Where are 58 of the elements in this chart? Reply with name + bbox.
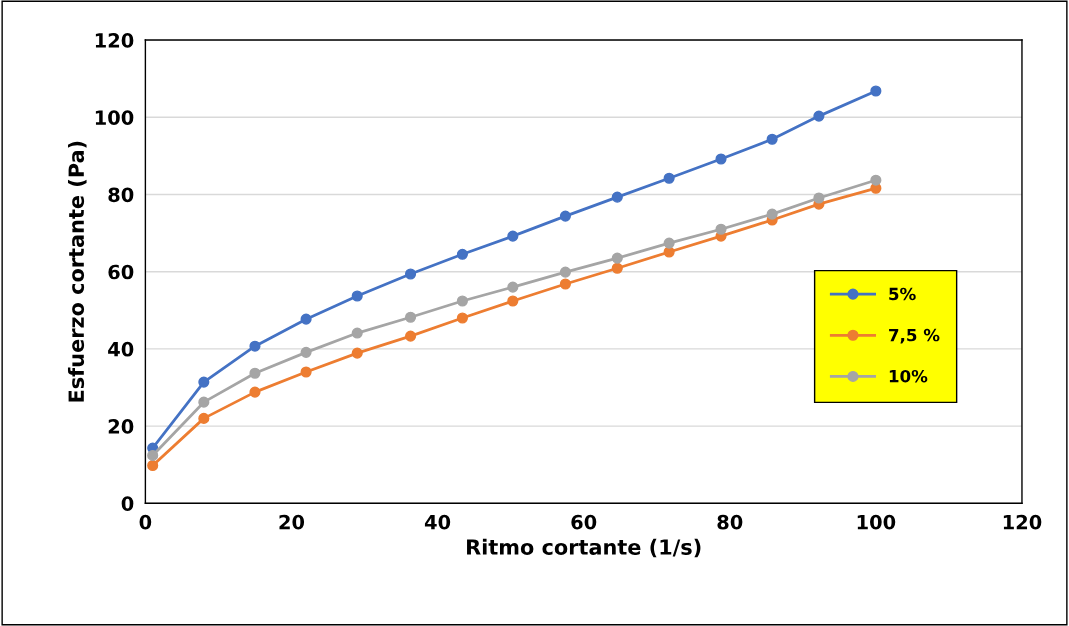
legend-label: 10% [889,369,928,383]
x-tick-label: 80 [717,514,743,530]
point [456,295,468,307]
point [249,386,261,398]
point [147,449,159,461]
point [870,85,882,97]
y-tick-label: 40 [108,341,134,357]
point [611,252,623,264]
x-tick-label: 40 [424,514,451,530]
point [813,110,825,122]
point [300,346,312,358]
y-tick-label: 80 [108,187,134,203]
point [456,248,468,260]
y-tick-label: 120 [95,33,134,48]
point [559,266,571,278]
x-tick-label: 0 [139,514,152,530]
x-tick-label: 120 [1003,514,1042,530]
point [507,295,519,307]
point [559,278,571,290]
point [611,191,623,203]
point [663,172,675,184]
point [404,330,417,342]
legend-label: 7,5 % [889,328,940,344]
point [300,313,312,325]
point [198,376,210,388]
point [351,327,363,339]
point [198,396,210,408]
y-tick-label: 20 [108,419,134,434]
point [249,340,261,352]
point [766,208,778,220]
point [813,192,825,204]
point [663,237,675,249]
point [198,412,210,424]
point [715,153,727,165]
point [351,290,363,302]
x-tick-label: 100 [857,514,896,530]
point [611,262,623,274]
point [249,367,261,379]
point [507,281,519,293]
point [715,223,727,235]
point [147,459,159,472]
y-tick-label: 60 [108,264,134,280]
x-tick-label: 20 [279,514,305,530]
legend-label: 5% [889,287,916,301]
x-tick-label: 60 [571,514,597,530]
point [507,230,519,242]
point [456,312,468,324]
point [351,347,363,359]
y-tick-label: 100 [95,110,134,125]
point [559,210,571,222]
point [404,268,417,280]
point [404,311,417,323]
y-axis-title: Esfuerzo cortante (Pa) [67,141,87,402]
point [300,366,312,378]
x-axis-title: Ritmo cortante (1/s) [467,538,701,558]
point [870,174,882,186]
point [766,133,778,145]
y-tick-label: 0 [121,496,134,511]
